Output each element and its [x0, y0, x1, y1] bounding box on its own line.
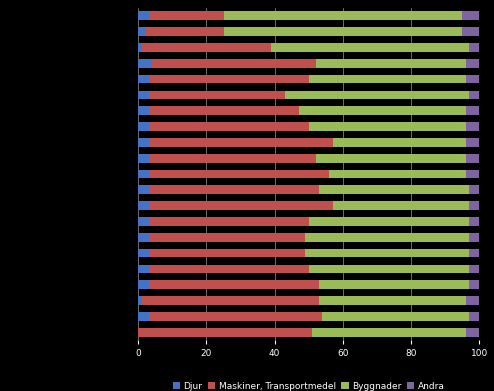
Bar [271, 43, 469, 52]
Bar [138, 170, 149, 178]
Bar [465, 170, 479, 178]
Bar [138, 27, 145, 36]
Bar [149, 265, 309, 273]
Legend: Djur, Maskiner, Transportmedel, Byggnader, Andra: Djur, Maskiner, Transportmedel, Byggnade… [169, 378, 449, 391]
Bar [319, 280, 469, 289]
Bar [149, 280, 319, 289]
Bar [142, 43, 271, 52]
Bar [149, 154, 316, 163]
Bar [149, 170, 329, 178]
Bar [149, 201, 332, 210]
Bar [462, 27, 479, 36]
Bar [465, 59, 479, 68]
Bar [138, 217, 149, 226]
Bar [149, 233, 305, 242]
Bar [465, 106, 479, 115]
Bar [469, 280, 479, 289]
Bar [465, 122, 479, 131]
Bar [465, 328, 479, 337]
Bar [149, 217, 309, 226]
Bar [138, 138, 149, 147]
Bar [149, 11, 223, 20]
Bar [323, 312, 469, 321]
Bar [138, 328, 312, 337]
Bar [312, 328, 465, 337]
Bar [329, 170, 465, 178]
Bar [138, 75, 149, 83]
Bar [465, 296, 479, 305]
Bar [142, 296, 319, 305]
Bar [332, 201, 469, 210]
Bar [138, 185, 149, 194]
Bar [332, 138, 465, 147]
Bar [223, 11, 462, 20]
Bar [469, 185, 479, 194]
Bar [319, 296, 465, 305]
Bar [469, 265, 479, 273]
Bar [316, 154, 465, 163]
Bar [309, 122, 465, 131]
Bar [138, 312, 149, 321]
Bar [149, 185, 319, 194]
Bar [138, 280, 149, 289]
Bar [138, 154, 149, 163]
Bar [309, 265, 469, 273]
Bar [469, 233, 479, 242]
Bar [305, 233, 469, 242]
Bar [223, 27, 462, 36]
Bar [149, 312, 323, 321]
Bar [149, 75, 309, 83]
Bar [319, 185, 469, 194]
Bar [149, 138, 332, 147]
Bar [149, 249, 305, 258]
Bar [138, 201, 149, 210]
Bar [469, 201, 479, 210]
Bar [465, 75, 479, 83]
Bar [138, 59, 152, 68]
Bar [285, 90, 469, 99]
Bar [465, 154, 479, 163]
Bar [138, 249, 149, 258]
Bar [469, 43, 479, 52]
Bar [149, 122, 309, 131]
Bar [145, 27, 223, 36]
Bar [138, 90, 149, 99]
Bar [469, 217, 479, 226]
Bar [465, 138, 479, 147]
Bar [316, 59, 465, 68]
Bar [138, 106, 149, 115]
Bar [305, 249, 469, 258]
Bar [469, 249, 479, 258]
Bar [298, 106, 465, 115]
Bar [309, 217, 469, 226]
Bar [149, 106, 298, 115]
Bar [152, 59, 316, 68]
Bar [138, 265, 149, 273]
Bar [469, 312, 479, 321]
Bar [138, 233, 149, 242]
Bar [138, 11, 149, 20]
Bar [138, 43, 142, 52]
Bar [469, 90, 479, 99]
Bar [462, 11, 479, 20]
Bar [309, 75, 465, 83]
Bar [138, 296, 142, 305]
Bar [149, 90, 285, 99]
Bar [138, 122, 149, 131]
